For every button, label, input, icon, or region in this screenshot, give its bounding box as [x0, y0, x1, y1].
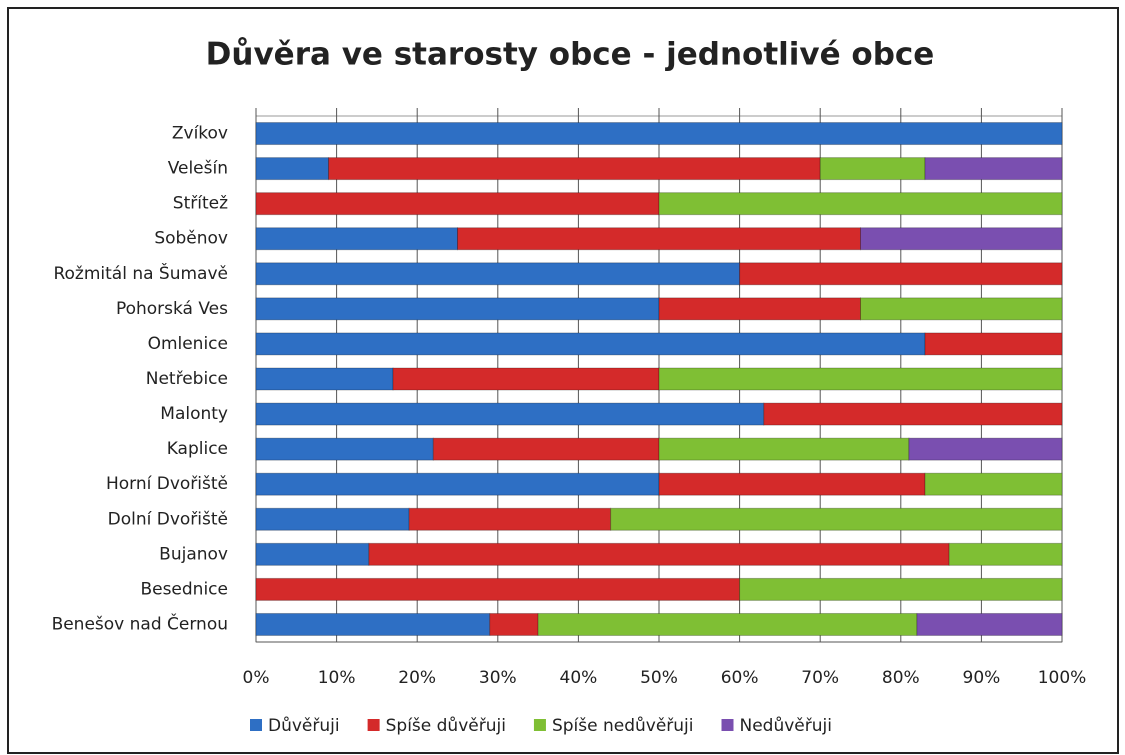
- y-tick-label: Benešov nad Černou: [52, 612, 228, 634]
- bar-segment: [948, 542, 1063, 566]
- bar-segment: [255, 507, 410, 531]
- x-tick-label: 70%: [801, 668, 839, 688]
- y-tick-label: Pohorská Ves: [116, 299, 228, 319]
- bar-segment: [658, 367, 1063, 391]
- bar-segment: [255, 577, 741, 601]
- legend-swatch: [533, 719, 546, 731]
- bar-segment: [255, 367, 394, 391]
- x-tick-label: 0%: [243, 668, 270, 688]
- x-tick-label: 60%: [721, 668, 759, 688]
- bar-segment: [658, 472, 926, 496]
- bar-segment: [408, 507, 612, 531]
- legend-label: Spíše nedůvěřuji: [552, 716, 694, 736]
- bar-segment: [255, 542, 370, 566]
- bar-segment: [328, 157, 821, 181]
- bar-segment: [860, 227, 1063, 251]
- y-tick-label: Kaplice: [167, 439, 228, 459]
- bar-segment: [916, 612, 1063, 636]
- y-tick-label: Velešín: [168, 159, 228, 179]
- bar-segment: [255, 227, 458, 251]
- bar-segment: [457, 227, 861, 251]
- y-tick-label: Besednice: [140, 579, 228, 599]
- bar-segment: [739, 577, 1063, 601]
- bar-segment: [658, 297, 861, 321]
- bar-segment: [908, 437, 1063, 461]
- bar-segment: [255, 262, 741, 286]
- bar-segment: [610, 507, 1063, 531]
- bar-segment: [537, 612, 918, 636]
- bar-segment: [658, 192, 1063, 216]
- bar-segment: [739, 262, 1063, 286]
- legend-label: Nedůvěřuji: [740, 716, 832, 736]
- y-tick-label: Bujanov: [159, 544, 228, 564]
- x-tick-label: 90%: [963, 668, 1001, 688]
- x-tick-label: 80%: [882, 668, 920, 688]
- bar-segment: [255, 157, 330, 181]
- bar-segment: [255, 472, 660, 496]
- x-tick-label: 40%: [560, 668, 598, 688]
- bar-segment: [392, 367, 660, 391]
- y-tick-label: Netřebice: [146, 369, 228, 389]
- bar-segment: [255, 332, 926, 356]
- legend-swatch: [250, 719, 262, 731]
- y-tick-label: Rožmitál na Šumavě: [53, 262, 228, 284]
- bar-segment: [924, 472, 1063, 496]
- x-tick-label: 100%: [1038, 668, 1087, 688]
- bar-segment: [255, 297, 660, 321]
- x-tick-label: 20%: [398, 668, 436, 688]
- x-tick-label: 30%: [479, 668, 517, 688]
- y-tick-label: Soběnov: [154, 229, 228, 249]
- bar-segment: [368, 542, 950, 566]
- bar-segment: [255, 192, 660, 216]
- legend-label: Důvěřuji: [268, 716, 340, 736]
- legend-swatch: [721, 719, 734, 731]
- bar-segment: [924, 332, 1063, 356]
- y-tick-label: Omlenice: [148, 334, 228, 354]
- y-tick-label: Malonty: [160, 404, 228, 424]
- chart-title: Důvěra ve starosty obce - jednotlivé obc…: [206, 37, 935, 73]
- x-tick-label: 50%: [640, 668, 678, 688]
- y-tick-label: Horní Dvořiště: [106, 474, 228, 494]
- bar-segment: [860, 297, 1063, 321]
- bar-segment: [763, 402, 1063, 426]
- bar-segment: [819, 157, 926, 181]
- bar-segment: [255, 402, 765, 426]
- y-tick-label: Střítež: [173, 194, 228, 214]
- y-tick-label: Dolní Dvořiště: [108, 509, 228, 529]
- bar-segment: [255, 122, 1063, 146]
- x-tick-label: 10%: [318, 668, 356, 688]
- bar-segment: [924, 157, 1063, 181]
- y-tick-label: Zvíkov: [172, 124, 228, 144]
- bar-segment: [432, 437, 660, 461]
- bar-segment: [658, 437, 910, 461]
- bar-segment: [255, 437, 434, 461]
- bar-segment: [255, 612, 491, 636]
- bar-segment: [489, 612, 539, 636]
- legend-swatch: [367, 719, 380, 731]
- legend-label: Spíše důvěřuji: [386, 716, 506, 736]
